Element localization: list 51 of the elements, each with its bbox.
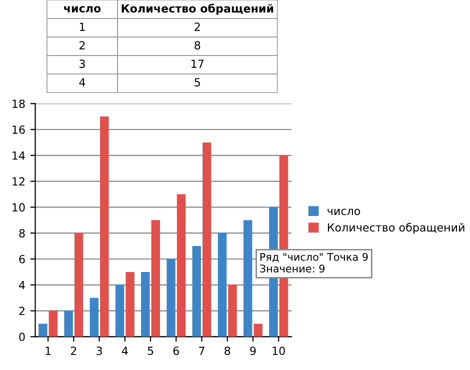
- text: 17: [192, 60, 204, 68]
- text: 5: [194, 78, 200, 86]
- bar: [218, 233, 227, 337]
- bar: [176, 194, 186, 337]
- text: 2: [194, 22, 200, 31]
- annotation: Ряд "число" Точка 9 Значение: 9: [260, 252, 368, 273]
- x-tick-label: 2: [70, 346, 76, 355]
- bar: [126, 272, 134, 337]
- y-tick-label: 16: [12, 125, 25, 134]
- bar: [141, 272, 150, 337]
- x-tick-label: 4: [122, 346, 128, 355]
- bar: [38, 324, 48, 337]
- legend-label: число: [328, 208, 360, 216]
- x-tick-label: 6: [173, 346, 179, 356]
- bar: [64, 310, 73, 337]
- bar: [90, 298, 99, 337]
- y-tick-label: 0: [19, 332, 25, 342]
- bar: [100, 116, 109, 337]
- x-tick-label: 9: [250, 346, 256, 356]
- bar: [192, 246, 201, 337]
- y-tick-label: 2: [19, 306, 24, 316]
- y-tick-label: 10: [12, 203, 25, 212]
- x-tick-label: 3: [96, 346, 102, 356]
- bar: [244, 220, 252, 337]
- text: 4: [79, 78, 86, 86]
- text: 2: [80, 41, 85, 50]
- text: 8: [194, 41, 200, 50]
- bar: [254, 324, 262, 337]
- y-tick-label: 12: [12, 177, 24, 186]
- y-tick-label: 18: [12, 100, 25, 108]
- x-tick-label: 10: [272, 346, 285, 356]
- y-tick-label: 4: [19, 281, 25, 290]
- text: Количество обращений: [122, 4, 274, 15]
- bar: [202, 142, 212, 337]
- x-tick-label: 7: [199, 346, 204, 355]
- bar: [115, 284, 124, 337]
- bar: [151, 220, 160, 337]
- x-tick-label: 1: [46, 346, 51, 355]
- bar: [166, 259, 176, 337]
- text: 1: [80, 22, 85, 31]
- bar: [74, 233, 84, 337]
- x-tick-label: 8: [224, 346, 230, 356]
- text: число: [64, 6, 101, 12]
- y-tick-label: 14: [12, 152, 25, 160]
- text: 3: [80, 60, 85, 68]
- bar: [48, 310, 58, 337]
- y-tick-label: 6: [19, 254, 25, 264]
- bar: [228, 284, 237, 337]
- x-tick-label: 5: [148, 346, 154, 356]
- legend-label: Количество обращений: [328, 222, 464, 234]
- y-tick-label: 8: [19, 229, 25, 238]
